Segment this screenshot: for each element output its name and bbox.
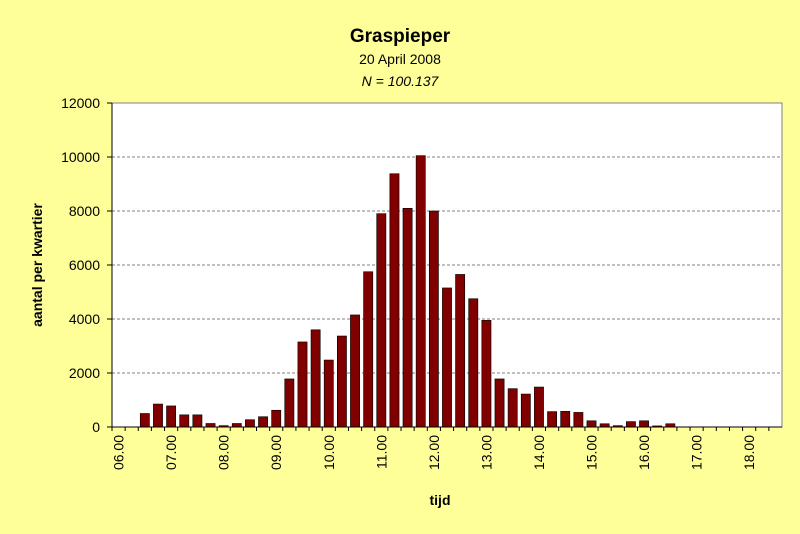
bar [192,414,203,428]
bar [626,421,636,428]
chart-subtitle: 20 April 2008 [359,51,441,67]
y-tick-label: 6000 [69,257,100,273]
x-axis-label: tijd [430,492,451,508]
bar [547,411,557,428]
bar [442,287,452,428]
bar [494,378,505,428]
bar [520,393,531,428]
bar [337,335,347,428]
bar [639,420,649,428]
bar [205,423,216,428]
bar [284,378,295,428]
bar [402,208,413,428]
x-tick-label: 18.00 [741,435,757,470]
x-tick-label: 15.00 [584,435,600,470]
x-tick-label: 10.00 [321,435,337,470]
bar [481,320,492,428]
x-tick-label: 09.00 [268,435,284,470]
x-tick-label: 16.00 [636,435,652,470]
y-tick-label: 0 [92,419,100,435]
bar [376,213,387,428]
bar [507,388,518,428]
y-tick-label: 10000 [61,149,100,165]
bar [258,416,268,428]
x-tick-label: 13.00 [478,435,494,470]
bar [560,411,571,428]
chart-title: Graspieper [350,26,451,47]
annotation: N = 100.137 [362,73,440,89]
bar [586,420,597,428]
bar [231,423,242,428]
x-tick-label: 11.00 [373,435,389,469]
x-tick-label: 17.00 [689,435,705,470]
bar [350,314,360,428]
bar [297,341,308,428]
bar [415,155,426,428]
x-tick-label: 08.00 [216,435,232,470]
bar [153,403,163,428]
bar [455,274,466,428]
bar [271,409,282,428]
bar [573,412,584,428]
bar [534,386,544,428]
bar [323,359,334,428]
bar [179,414,190,428]
y-axis-label: aantal per kwartier [29,203,45,327]
y-tick-label: 12000 [61,95,100,111]
bar [139,413,150,428]
x-tick-label: 07.00 [163,435,179,470]
bar [468,298,479,428]
bar [166,405,177,428]
bar [310,329,321,428]
bar [363,271,374,428]
x-tick-label: 14.00 [531,435,547,470]
x-tick-label: 06.00 [111,435,127,470]
x-tick-label: 12.00 [426,435,442,470]
y-tick-label: 4000 [69,311,100,327]
bar [389,173,400,428]
y-tick-label: 8000 [69,203,100,219]
y-tick-label: 2000 [69,365,100,381]
bar [428,210,439,428]
bar [245,419,255,428]
